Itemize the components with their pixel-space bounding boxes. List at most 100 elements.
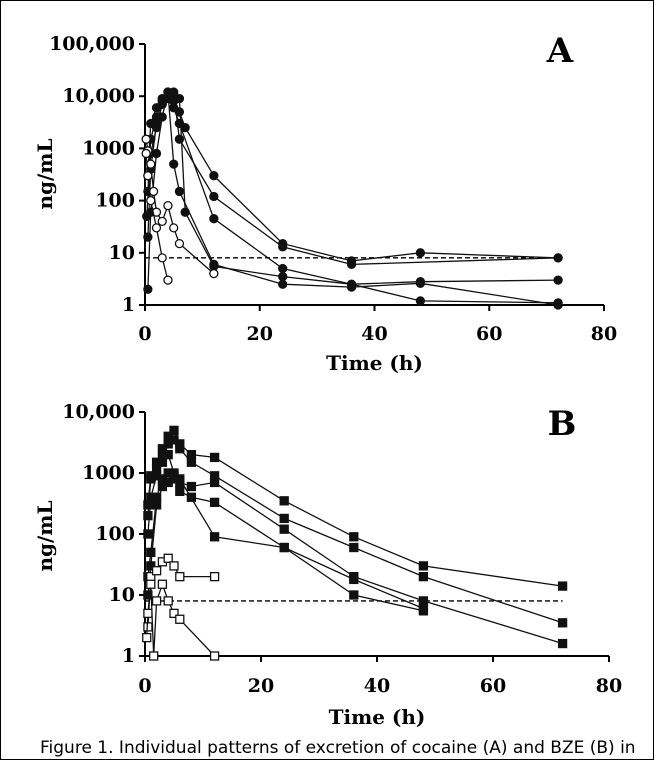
data-point [415, 278, 426, 288]
data-point [278, 242, 288, 252]
y-tick-label: 1 [122, 294, 135, 316]
data-point [163, 449, 173, 460]
x-tick-label: 20 [247, 323, 273, 345]
data-point [557, 581, 568, 591]
data-point [418, 603, 429, 614]
series-line-5 [147, 474, 424, 610]
figure-caption: Figure 1. Individual patterns of excreti… [40, 738, 636, 758]
data-point [346, 282, 357, 292]
data-point [151, 463, 162, 473]
x-tick-label: 0 [138, 323, 151, 345]
data-point [209, 452, 220, 463]
y-tick-label: 100,000 [49, 33, 135, 55]
data-point [151, 118, 162, 129]
data-point [169, 608, 179, 619]
data-point [349, 542, 359, 553]
data-point [157, 216, 167, 227]
series-line-5 [147, 91, 559, 306]
x-axis-title: Time (h) [326, 351, 423, 375]
data-point [553, 253, 563, 263]
x-tick-label: 60 [476, 323, 502, 345]
series-line-3 [146, 90, 559, 266]
data-point [143, 529, 153, 539]
data-point [143, 510, 153, 521]
data-point [209, 259, 219, 270]
y-tick-label: 1 [122, 645, 135, 667]
data-point [209, 214, 219, 224]
series-line-6 [145, 139, 215, 275]
y-tick-label: 10,000 [62, 85, 135, 107]
data-point [278, 263, 288, 274]
data-point [146, 195, 156, 206]
x-tick-label: 0 [138, 675, 151, 697]
y-axis-title: ng/mL [33, 500, 57, 571]
y-tick-label: 100 [95, 523, 135, 545]
data-point [143, 608, 153, 619]
data-point [174, 186, 185, 197]
data-point [186, 481, 197, 492]
data-point [157, 112, 167, 122]
data-point [157, 457, 168, 467]
y-tick-label: 100 [95, 190, 135, 212]
data-point [143, 171, 153, 181]
y-tick-label: 1000 [82, 137, 135, 159]
data-point [169, 435, 179, 445]
data-point [418, 596, 429, 606]
x-tick-label: 80 [596, 675, 622, 697]
data-point [143, 284, 153, 294]
data-point [553, 300, 563, 310]
data-point [209, 651, 220, 661]
data-point [175, 444, 185, 454]
data-point [175, 614, 185, 624]
data-point [163, 87, 173, 97]
y-axis-title: ng/mL [33, 138, 57, 209]
data-point [557, 638, 568, 649]
data-point [174, 238, 185, 249]
x-tick-label: 60 [480, 675, 506, 697]
data-point [349, 590, 359, 600]
y-tick-label: 10,000 [62, 401, 135, 423]
x-tick-label: 80 [591, 323, 617, 345]
data-point [349, 574, 359, 585]
series-line-4 [147, 93, 559, 304]
data-point [163, 553, 173, 563]
data-point [278, 279, 288, 289]
data-point [151, 596, 162, 606]
data-point [146, 561, 156, 571]
x-tick-label: 40 [361, 323, 387, 345]
x-tick-label: 40 [364, 675, 390, 697]
data-point [141, 134, 151, 144]
data-point [163, 275, 173, 285]
data-point [157, 579, 168, 589]
data-point [175, 571, 185, 582]
data-point [557, 618, 568, 628]
data-point [146, 159, 156, 169]
data-point [186, 457, 197, 467]
data-point [151, 566, 162, 576]
data-point [169, 425, 179, 436]
data-point [209, 477, 220, 488]
data-point [142, 632, 152, 643]
data-point [279, 524, 289, 534]
data-point [279, 542, 289, 553]
y-tick-label: 10 [109, 584, 135, 606]
x-tick-label: 20 [248, 675, 274, 697]
panel-label: A [546, 31, 574, 71]
data-point [415, 296, 426, 306]
data-point [151, 148, 162, 159]
data-point [415, 248, 426, 258]
data-point [169, 561, 179, 571]
data-point [163, 201, 173, 211]
data-point [143, 590, 153, 600]
data-point [209, 268, 219, 279]
chart-panel-a: 1 10 100 1000 10,000 100,000 0 20 40 60 80 Time (h)… [33, 31, 617, 375]
data-point [418, 571, 429, 582]
panel-label: B [548, 404, 577, 444]
y-tick-label: 1000 [82, 462, 135, 484]
data-point [209, 497, 220, 508]
data-point [209, 191, 219, 202]
data-point [151, 223, 162, 233]
data-point [169, 223, 179, 233]
data-point [346, 259, 357, 270]
